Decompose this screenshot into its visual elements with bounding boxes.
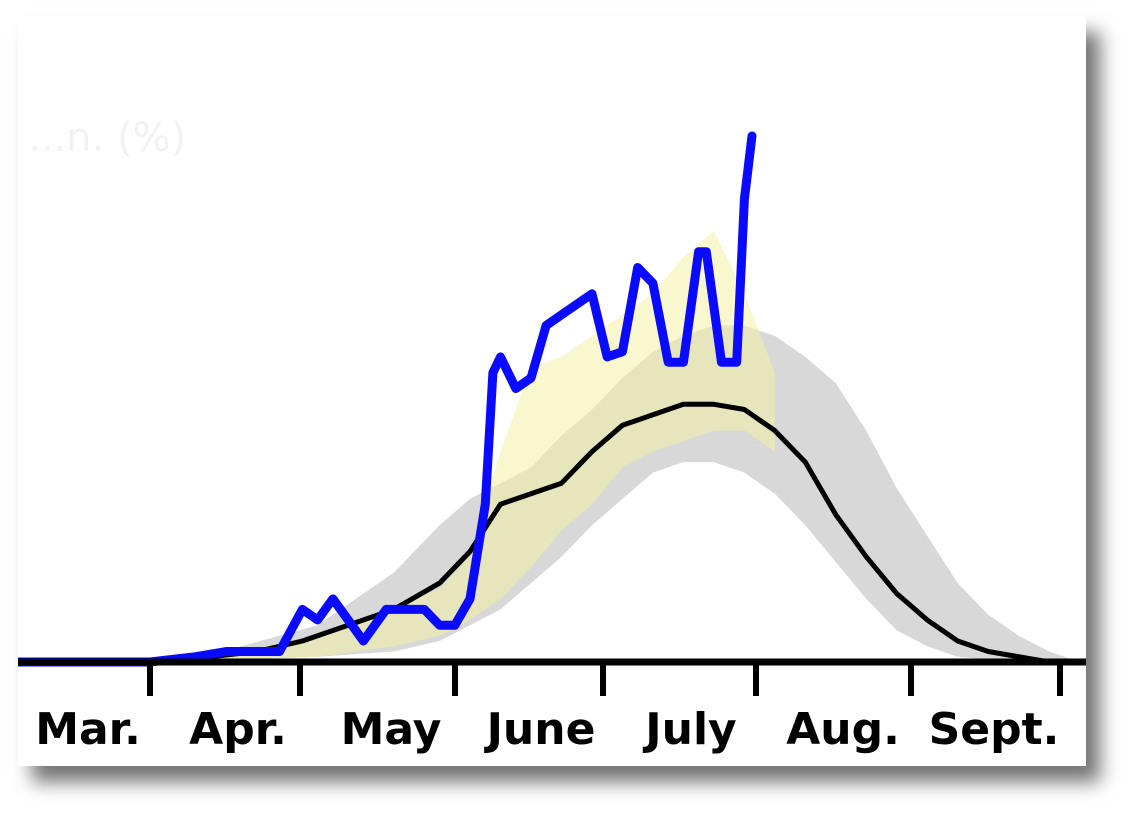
x-tick-label: Apr. xyxy=(189,704,287,755)
faded-title: ...n. (%) xyxy=(28,115,186,161)
x-tick-label: Aug. xyxy=(786,704,900,755)
x-tick-label: Mar. xyxy=(35,704,141,755)
x-tick-label: Sept. xyxy=(929,704,1060,755)
series-line-median xyxy=(18,401,1083,665)
x-axis: Mar. Apr. May June July Aug. Sept. xyxy=(18,658,1086,755)
chart-svg: ...n. (%) Mar. Apr. May June July Aug. Sept. xyxy=(18,115,1086,755)
x-tick-label: May xyxy=(341,704,442,755)
lines-layer xyxy=(18,131,1083,667)
x-tick-label: June xyxy=(484,704,596,755)
series-line-current xyxy=(18,131,757,667)
range-band-1 xyxy=(165,325,1080,662)
bands-layer xyxy=(165,230,1080,662)
chart-frame: ...n. (%) Mar. Apr. May June July Aug. Sept. xyxy=(18,16,1086,766)
x-tick-label: July xyxy=(642,704,736,755)
